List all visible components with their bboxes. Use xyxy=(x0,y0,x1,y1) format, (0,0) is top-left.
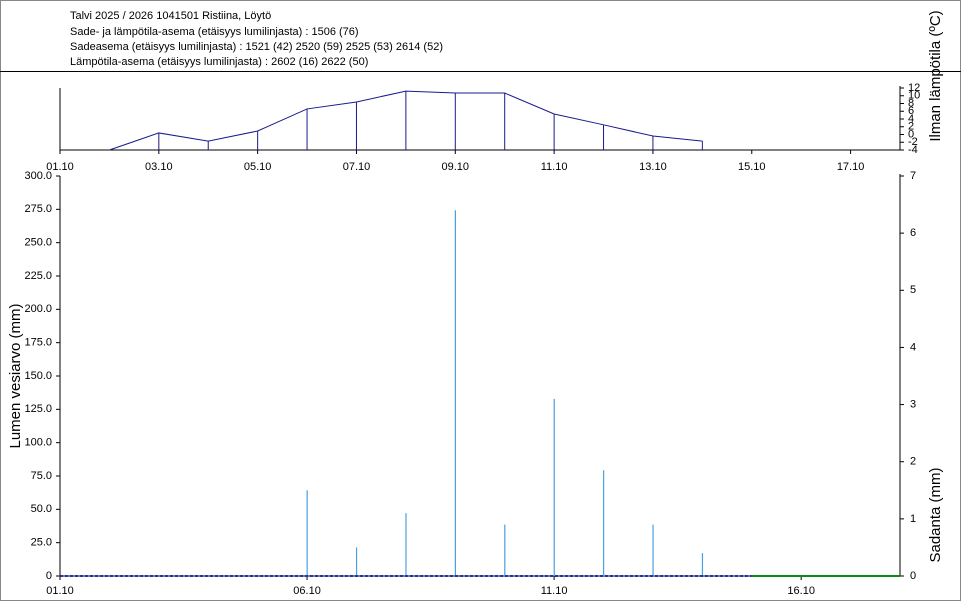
x-tick-label: 01.10 xyxy=(46,161,74,173)
header-line: Sade- ja lämpötila-asema (etäisyys lumil… xyxy=(70,26,359,38)
x-tick-label: 07.10 xyxy=(343,161,371,173)
x-tick-label: 09.10 xyxy=(442,161,470,173)
y-axis-title: Lumen vesiarvo (mm) xyxy=(7,303,24,448)
y-tick-label: 150.0 xyxy=(24,370,52,382)
y2-tick-label: 2 xyxy=(910,456,916,468)
y-tick-label: 10 xyxy=(908,90,920,102)
precipitation-bar xyxy=(355,547,358,576)
header-line: Talvi 2025 / 2026 1041501 Ristiina, Löyt… xyxy=(70,10,271,22)
y2-tick-label: 6 xyxy=(910,227,916,239)
precipitation-bar xyxy=(504,524,506,576)
header-line: Sadeasema (etäisyys lumilinjasta) : 1521… xyxy=(70,41,443,53)
header-line: Lämpötila-asema (etäisyys lumilinjasta) … xyxy=(70,56,368,68)
x-tick-label: 13.10 xyxy=(639,161,667,173)
y2-tick-label: 4 xyxy=(910,341,916,353)
y2-axis-title: Sadanta (mm) xyxy=(927,467,944,562)
precipitation-bar xyxy=(306,490,308,576)
series-line xyxy=(109,90,703,151)
y-axis-title: Ilman lämpötila (ºC) xyxy=(927,10,944,141)
x-tick-label: 05.10 xyxy=(244,161,272,173)
y-tick-label: 50.0 xyxy=(31,503,52,515)
x-tick-label: 06.10 xyxy=(293,585,321,597)
y-tick-label: 100.0 xyxy=(24,437,52,449)
y-tick-label: 8 xyxy=(908,97,914,109)
x-tick-label: 03.10 xyxy=(145,161,173,173)
y-tick-label: 0 xyxy=(908,128,914,140)
precipitation-bar xyxy=(603,470,605,576)
x-tick-label: 15.10 xyxy=(738,161,766,173)
y2-tick-label: 5 xyxy=(910,284,916,296)
y-tick-label: 12 xyxy=(908,82,920,94)
precipitation-bar xyxy=(454,210,456,577)
x-tick-label: 16.10 xyxy=(787,585,815,597)
x-tick-label: 11.10 xyxy=(541,585,568,597)
precipitation-bar xyxy=(405,513,407,576)
y-tick-label: 175.0 xyxy=(24,337,52,349)
y-tick-label: 2 xyxy=(908,121,914,133)
y2-tick-label: 7 xyxy=(910,170,916,182)
precipitation-bar xyxy=(652,524,654,576)
y-tick-label: -4 xyxy=(908,144,918,156)
y-tick-label: 75.0 xyxy=(31,470,52,482)
x-tick-label: 01.10 xyxy=(46,585,74,597)
y-tick-label: 250.0 xyxy=(24,237,52,249)
y-tick-label: 25.0 xyxy=(31,537,52,549)
y-tick-label: 200.0 xyxy=(24,303,52,315)
precipitation-bar xyxy=(701,553,704,576)
y-tick-label: 6 xyxy=(908,105,914,117)
y-tick-label: 0 xyxy=(46,570,52,582)
precipitation-bar xyxy=(553,398,555,576)
y2-tick-label: 1 xyxy=(910,513,916,525)
y-tick-label: 300.0 xyxy=(24,170,52,182)
y2-tick-label: 0 xyxy=(910,570,916,582)
y-tick-label: 225.0 xyxy=(24,270,52,282)
y-tick-label: 125.0 xyxy=(24,403,52,415)
y-tick-label: -2 xyxy=(908,136,918,148)
x-tick-label: 17.10 xyxy=(837,161,865,173)
y2-tick-label: 3 xyxy=(910,398,916,410)
y-tick-label: 275.0 xyxy=(24,203,52,215)
x-tick-label: 11.10 xyxy=(541,161,568,173)
y-tick-label: 4 xyxy=(908,113,914,125)
